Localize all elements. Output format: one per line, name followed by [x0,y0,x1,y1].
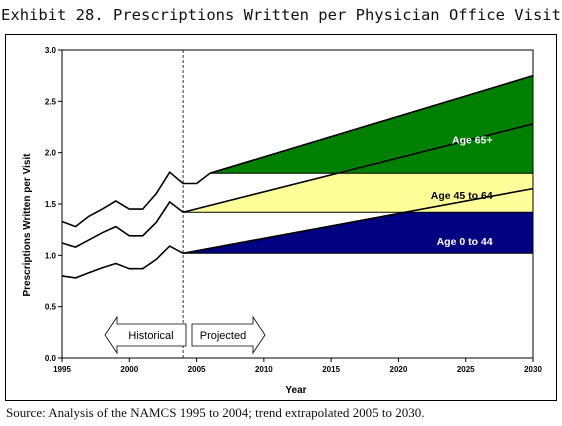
band-label-layer: Age 0 to 44 Age 45 to 64 Age 65+ [431,134,493,248]
y-tick-label: 0.5 [45,303,57,312]
band-label-age-65: Age 65+ [452,134,493,146]
historical-arrow-shape [104,315,187,355]
trend-line-age-0-to-44 [182,187,534,255]
y-tick-label: 2.5 [45,97,57,106]
y-tick-label: 1.0 [45,251,57,260]
x-tick-label: 2030 [524,365,542,374]
trend-line-age-45-to-64 [182,123,534,213]
x-tick-label: 2020 [390,365,408,374]
projected-arrow-label: Projected [200,330,246,342]
historical-line-age-65 [61,170,211,228]
exhibit-title: Exhibit 28. Prescriptions Written per Ph… [1,6,561,24]
projection-chart: 0.0 0.5 1.0 1.5 2.0 2.5 3.0 1995 2000 2005 2010 201… [22,46,543,396]
x-tick-label: 2010 [255,365,273,374]
source-note: Source: Analysis of the NAMCS 1995 to 20… [6,405,425,420]
x-tick-label: 1995 [53,365,71,374]
band-label-age-45-to-64: Age 45 to 64 [431,190,493,202]
x-axis-title: Year [285,385,306,396]
band-label-age-0-to-44: Age 0 to 44 [437,236,493,248]
y-tick-label: 3.0 [45,46,57,55]
y-axis-title: Prescriptions Written per Visit [22,153,33,297]
trend-line-age-65 [209,74,534,174]
x-tick-label: 2025 [457,365,475,374]
historical-arrow-label: Historical [128,330,173,342]
y-tick-label: 1.5 [45,200,57,209]
projected-arrow: Projected [191,315,266,355]
x-tick-label: 2015 [322,365,340,374]
y-tick-label: 0.0 [45,354,57,363]
axes-layer: 0.0 0.5 1.0 1.5 2.0 2.5 3.0 1995 2000 2005 2010 201… [45,46,543,374]
historical-arrow: Historical [104,315,187,355]
line-layer [61,74,534,279]
y-tick-label: 2.0 [45,149,57,158]
chart-frame: 0.0 0.5 1.0 1.5 2.0 2.5 3.0 1995 2000 2005 2010 201… [5,34,557,401]
projected-arrow-shape [191,315,266,355]
historical-line-age-45-to-64 [61,200,184,248]
x-tick-label: 2005 [188,365,206,374]
x-tick-label: 2000 [120,365,138,374]
historical-line-age-0-to-44 [61,245,184,279]
